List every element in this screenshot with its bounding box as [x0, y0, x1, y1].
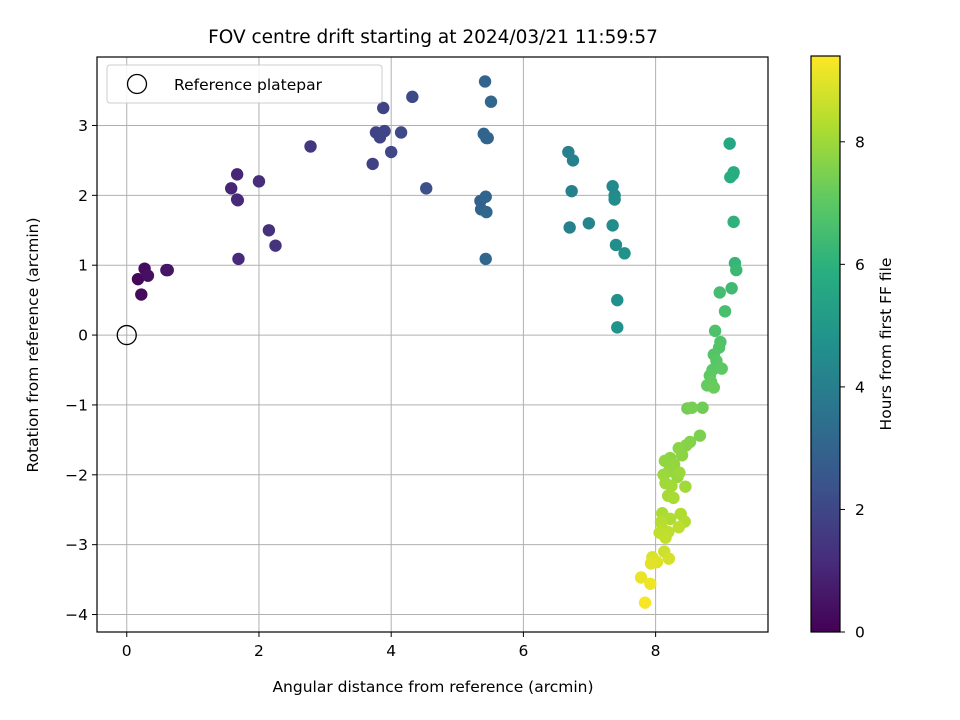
colorbar-gradient [810, 55, 841, 633]
data-point [708, 324, 722, 338]
y-tick-label: 2 [78, 187, 88, 205]
y-tick-label: −4 [65, 606, 88, 624]
data-point [634, 571, 648, 584]
data-point [225, 182, 238, 195]
legend-entry-label: Reference platepar [174, 76, 323, 94]
data-point [696, 401, 709, 414]
grid-lines [97, 57, 768, 632]
data-point [679, 480, 692, 493]
x-tick-label: 4 [386, 642, 396, 660]
data-point [378, 124, 391, 138]
data-point [479, 252, 492, 266]
reference-platepar-marker [116, 324, 137, 346]
reference-marker-group [116, 324, 137, 346]
legend: Reference platepar [106, 64, 383, 104]
data-point [161, 263, 174, 277]
data-point [141, 269, 155, 282]
y-tick-label: 0 [78, 327, 88, 345]
data-point [673, 466, 686, 479]
data-point [693, 429, 707, 442]
data-point [304, 140, 317, 153]
data-point [262, 224, 276, 237]
data-point [406, 90, 419, 104]
x-tick-label: 8 [651, 642, 661, 660]
colorbar-tick-label: 2 [855, 501, 865, 519]
data-point [479, 190, 492, 203]
data-point [618, 247, 631, 260]
data-point [667, 491, 680, 505]
plot-area [96, 56, 769, 633]
data-point [730, 263, 743, 277]
y-axis-label: Rotation from reference (arcmin) [24, 217, 42, 472]
legend-reference-marker [126, 73, 148, 95]
data-point [723, 137, 736, 150]
data-point [727, 215, 740, 229]
colorbar-tick-label: 0 [855, 624, 865, 642]
data-point [644, 557, 658, 570]
data-point [131, 272, 145, 286]
colorbar-label: Hours from first FF file [877, 258, 895, 431]
data-point [480, 205, 493, 219]
data-point [384, 145, 398, 159]
data-point [481, 131, 494, 145]
x-tick-label: 6 [518, 642, 528, 660]
y-tick-label: −2 [65, 466, 88, 484]
data-point [715, 362, 728, 375]
colorbar-tick-label: 8 [855, 133, 865, 151]
y-tick-label: −3 [65, 536, 88, 554]
data-point [478, 75, 492, 88]
data-point [377, 101, 390, 115]
data-point [582, 217, 596, 230]
colorbar: 0 2 4 6 8 Hours from first FF file [810, 55, 895, 642]
data-point [231, 194, 245, 207]
x-tick-label: 0 [122, 642, 132, 660]
data-point [718, 305, 732, 318]
data-point [484, 95, 498, 108]
data-point [662, 552, 676, 565]
y-tick-label: 1 [78, 257, 88, 275]
data-point [675, 449, 689, 462]
data-point [638, 596, 652, 609]
data-point [565, 184, 578, 198]
legend-box [106, 64, 383, 104]
data-point [252, 175, 266, 188]
x-tick-label: 2 [254, 642, 264, 660]
data-point [665, 479, 678, 493]
data-point [685, 401, 699, 414]
data-point [232, 252, 245, 266]
plot-frame [96, 56, 769, 633]
colorbar-ticks: 0 2 4 6 8 [840, 133, 865, 642]
x-axis: 0 2 4 6 8 [122, 632, 661, 660]
data-point [659, 531, 672, 544]
data-point [611, 293, 624, 307]
data-point [230, 168, 244, 181]
data-point [269, 239, 282, 252]
data-points [131, 75, 743, 609]
data-point [608, 193, 621, 206]
y-axis: −4 −3 −2 −1 0 1 2 3 [65, 117, 97, 624]
data-point [672, 521, 685, 534]
y-tick-label: −1 [65, 396, 88, 414]
data-point [420, 182, 433, 195]
data-point [725, 282, 738, 295]
data-point [727, 166, 740, 179]
data-point [563, 221, 576, 234]
colorbar-tick-label: 6 [855, 256, 865, 274]
data-point [707, 381, 720, 394]
data-point [606, 219, 619, 232]
colorbar-tick-label: 4 [855, 378, 865, 396]
data-point [713, 286, 726, 299]
y-tick-label: 3 [78, 117, 88, 135]
data-point [366, 157, 379, 171]
data-point [611, 321, 624, 334]
data-point [566, 154, 580, 167]
data-point [644, 577, 657, 590]
chart-title: FOV centre drift starting at 2024/03/21 … [208, 27, 658, 48]
data-point [394, 126, 408, 139]
data-point [609, 238, 623, 252]
x-axis-label: Angular distance from reference (arcmin) [272, 678, 593, 696]
data-point [135, 288, 148, 301]
